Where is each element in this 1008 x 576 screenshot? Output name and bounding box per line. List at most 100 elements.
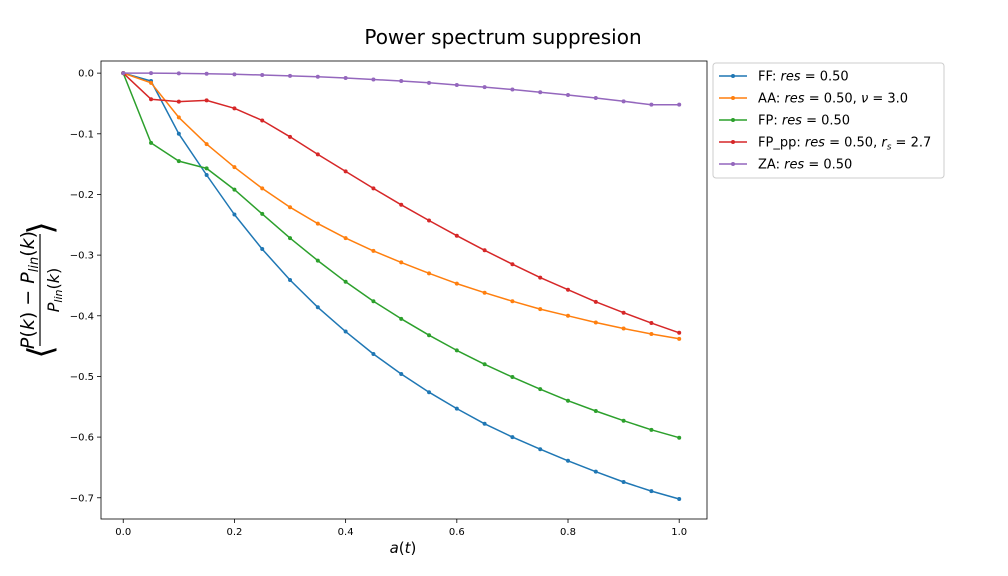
data-point	[538, 307, 543, 312]
data-point	[621, 418, 626, 423]
data-point	[315, 258, 320, 263]
data-point	[510, 299, 515, 304]
data-point	[232, 212, 237, 217]
x-tick-label: 0.0	[115, 527, 131, 538]
data-point	[454, 82, 459, 87]
legend-marker	[731, 74, 735, 78]
data-point	[288, 277, 293, 282]
data-point	[510, 435, 515, 440]
data-point	[288, 73, 293, 78]
data-point	[510, 262, 515, 267]
data-point	[593, 409, 598, 414]
data-point	[232, 187, 237, 192]
data-point	[677, 102, 682, 107]
data-point	[677, 496, 682, 501]
data-point	[371, 248, 376, 253]
data-point	[649, 102, 654, 107]
data-point	[454, 281, 459, 286]
data-point	[260, 118, 265, 123]
y-tick-label: 0.0	[78, 69, 94, 80]
legend-item: FP: res = 0.50	[719, 114, 850, 129]
data-point	[176, 159, 181, 164]
y-tick-label: −0.7	[70, 493, 94, 504]
data-point	[482, 290, 487, 295]
data-point	[399, 316, 404, 321]
data-point	[343, 279, 348, 284]
data-point	[315, 74, 320, 79]
data-point	[315, 152, 320, 157]
series-line	[122, 72, 680, 439]
x-axis-label: a(t)	[390, 539, 417, 557]
data-point	[371, 299, 376, 304]
data-point	[593, 96, 598, 101]
legend-label: FF: res = 0.50	[758, 70, 849, 85]
y-axis-label-bracket-right: ⟩	[21, 221, 61, 234]
data-point	[427, 80, 432, 85]
chart-title: Power spectrum suppresion	[364, 25, 641, 49]
series-1	[121, 71, 682, 341]
x-tick-label: 0.8	[560, 527, 576, 538]
data-point	[482, 85, 487, 90]
data-point	[649, 489, 654, 494]
data-point	[649, 427, 654, 432]
data-point	[343, 75, 348, 80]
plot-frame	[100, 60, 708, 520]
data-point	[566, 313, 571, 318]
x-tick-label: 0.6	[449, 527, 465, 538]
data-point	[204, 142, 209, 147]
data-point	[538, 387, 543, 392]
y-tick-label: −0.4	[70, 311, 94, 322]
data-point	[566, 287, 571, 292]
legend-item: FF: res = 0.50	[719, 70, 849, 85]
y-axis-label-denominator: Plin(k)	[44, 268, 65, 313]
series-0	[121, 71, 682, 501]
data-point	[566, 398, 571, 403]
y-tick-label: −0.1	[70, 129, 94, 140]
y-axis-label-numerator: P(k) − Plin(k)	[17, 231, 42, 349]
data-point	[538, 447, 543, 452]
data-point	[399, 202, 404, 207]
legend-item: AA: res = 0.50, ν = 3.0	[719, 92, 908, 107]
y-tick-label: −0.6	[70, 433, 94, 444]
legend-label: FP_pp: res = 0.50, rs = 2.7	[758, 136, 931, 153]
data-point	[677, 330, 682, 335]
legend-marker	[731, 96, 735, 100]
data-point	[204, 71, 209, 76]
legend-marker	[731, 140, 735, 144]
data-point	[204, 166, 209, 171]
data-point	[288, 134, 293, 139]
data-point	[677, 336, 682, 341]
data-point	[149, 97, 154, 102]
data-point	[677, 435, 682, 440]
legend-marker	[731, 118, 735, 122]
data-point	[538, 90, 543, 95]
data-point	[288, 236, 293, 241]
plot-area: 0.0 0.2 0.4 0.6 0.8 1.0 0.0 −0.1 −0.2 −0.3 −0.4 −0…	[70, 60, 708, 538]
data-point	[232, 106, 237, 111]
x-tick-label: 1.0	[671, 527, 687, 538]
data-point	[621, 326, 626, 331]
y-axis-label: ⟨ P(k) − Plin(k) Plin(k) ⟩	[17, 221, 65, 358]
data-point	[176, 99, 181, 104]
data-point	[121, 71, 126, 76]
data-point	[454, 233, 459, 238]
data-point	[288, 205, 293, 210]
data-point	[343, 169, 348, 174]
data-point	[260, 72, 265, 77]
data-point	[538, 275, 543, 280]
y-tick-label: −0.3	[70, 251, 94, 262]
data-point	[427, 271, 432, 276]
legend-label: AA: res = 0.50, ν = 3.0	[758, 92, 908, 107]
data-point	[649, 321, 654, 326]
data-point	[427, 390, 432, 395]
series-3	[121, 71, 682, 335]
legend-label: FP: res = 0.50	[758, 114, 850, 129]
y-tick-label: −0.2	[70, 190, 94, 201]
series-line	[122, 72, 680, 500]
data-point	[149, 140, 154, 145]
data-point	[593, 320, 598, 325]
data-point	[482, 248, 487, 253]
data-point	[649, 331, 654, 336]
legend-item: FP_pp: res = 0.50, rs = 2.7	[719, 136, 931, 153]
